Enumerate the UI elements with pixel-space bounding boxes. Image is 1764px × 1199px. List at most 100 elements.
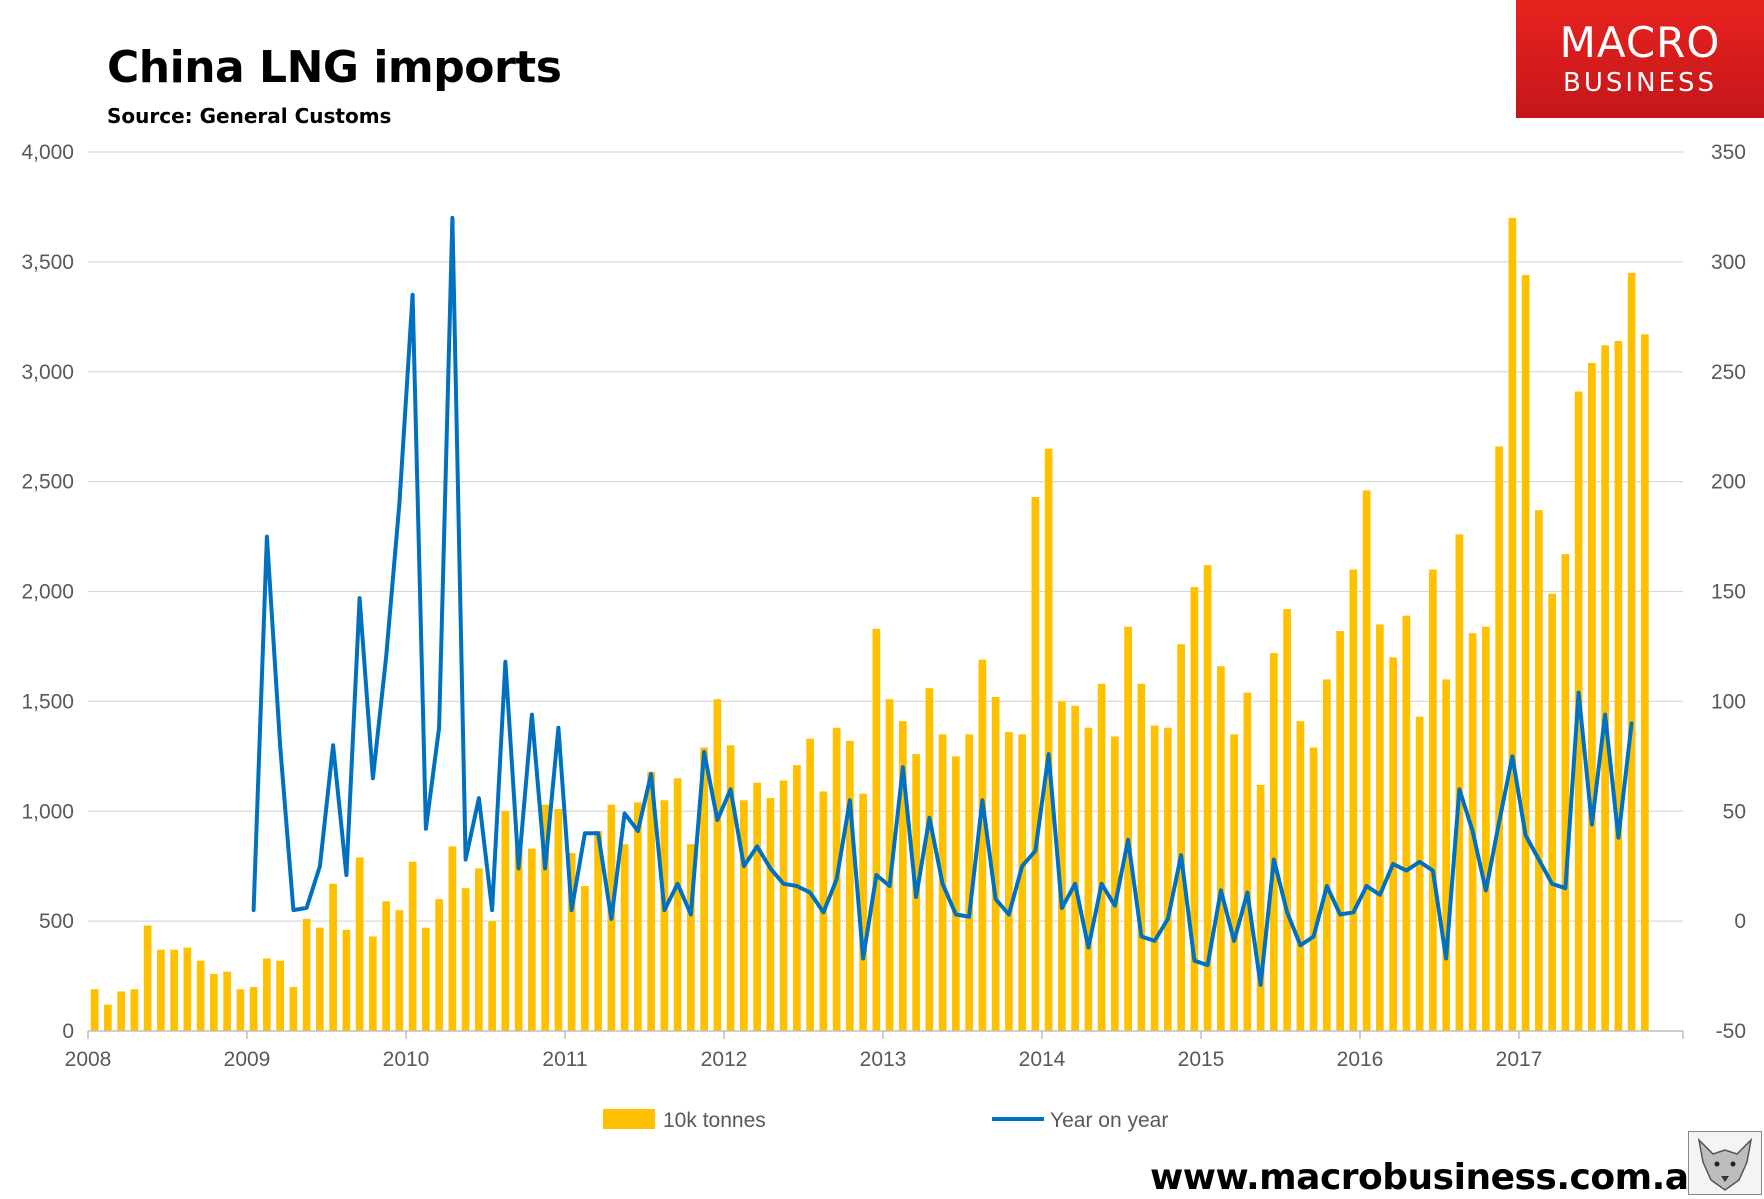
bar xyxy=(1442,679,1450,1031)
bar xyxy=(104,1004,112,1031)
x-axis-ticks xyxy=(87,1031,1684,1039)
bar xyxy=(1097,683,1106,1031)
x-tick-label: 2016 xyxy=(1337,1048,1384,1071)
bar xyxy=(554,809,563,1031)
bar xyxy=(236,989,245,1031)
y-left-tick-label: 2,500 xyxy=(21,471,74,494)
bar xyxy=(1362,490,1371,1031)
bar xyxy=(1203,565,1212,1031)
website-url[interactable]: www.macrobusiness.com.au xyxy=(1150,1157,1714,1198)
bar xyxy=(899,721,907,1031)
bar xyxy=(210,973,218,1031)
bar xyxy=(1429,569,1437,1031)
bar xyxy=(1150,725,1159,1031)
chart-subtitle: Source: General Customs xyxy=(107,104,392,128)
bar xyxy=(779,780,788,1031)
bar xyxy=(952,756,960,1031)
y-right-tick-label: 350 xyxy=(1711,141,1746,164)
bar xyxy=(965,734,973,1031)
bar xyxy=(448,846,457,1031)
bar xyxy=(1190,587,1199,1031)
y-right-tick-label: 250 xyxy=(1711,361,1746,384)
bar xyxy=(395,910,404,1031)
bar xyxy=(647,771,655,1031)
x-tick-label: 2008 xyxy=(65,1048,112,1071)
bar xyxy=(435,899,443,1031)
bar xyxy=(793,765,801,1031)
bar xyxy=(1548,593,1556,1031)
x-tick-label: 2017 xyxy=(1496,1048,1543,1071)
bar xyxy=(1323,679,1331,1031)
y-right-tick-label: 50 xyxy=(1723,800,1746,823)
bar xyxy=(196,960,205,1031)
x-tick-label: 2013 xyxy=(860,1048,907,1071)
bar xyxy=(1031,497,1040,1031)
y-left-tick-label: 3,000 xyxy=(21,361,74,384)
y-left-tick-label: 4,000 xyxy=(21,141,74,164)
bar xyxy=(1641,334,1649,1032)
bar xyxy=(978,659,987,1031)
bar xyxy=(1217,666,1225,1031)
bar xyxy=(1270,653,1278,1031)
bar xyxy=(302,918,311,1031)
x-tick-label: 2012 xyxy=(701,1048,748,1071)
brand-line-2: BUSINESS xyxy=(1563,68,1717,98)
bar xyxy=(475,868,483,1031)
bar xyxy=(1627,272,1636,1031)
bar xyxy=(687,844,695,1031)
bar xyxy=(1164,727,1172,1031)
bar xyxy=(581,885,589,1031)
bar xyxy=(1402,615,1411,1031)
bar xyxy=(117,991,125,1031)
bar xyxy=(1256,784,1265,1031)
bar xyxy=(713,699,722,1031)
y-left-tick-label: 2,000 xyxy=(21,581,74,604)
y-right-tick-label: 0 xyxy=(1734,910,1746,933)
left-axis-labels: 0 500 1,000 1,500 2,000 2,500 3,000 3,500 4,000 xyxy=(21,141,74,1043)
y-right-tick-label: 200 xyxy=(1711,471,1746,494)
bar xyxy=(1044,448,1053,1032)
x-tick-label: 2014 xyxy=(1019,1048,1066,1071)
bar xyxy=(766,798,775,1031)
bar xyxy=(846,740,854,1031)
bar xyxy=(1084,727,1093,1031)
bar xyxy=(1349,569,1358,1031)
bar xyxy=(872,628,881,1031)
bar xyxy=(1177,644,1185,1031)
y-left-tick-label: 1,500 xyxy=(21,690,74,713)
macro-business-logo[interactable]: MACRO BUSINESS xyxy=(1516,0,1764,118)
bar xyxy=(90,989,99,1031)
bar xyxy=(488,921,496,1031)
line-series-year-on-year xyxy=(251,215,1634,987)
bar xyxy=(1521,275,1530,1031)
bar xyxy=(1283,609,1291,1031)
bar xyxy=(382,901,390,1031)
bar xyxy=(1601,345,1609,1031)
bar xyxy=(859,793,867,1031)
bar xyxy=(1535,510,1543,1031)
bar xyxy=(276,960,284,1031)
bar xyxy=(753,782,761,1031)
bar xyxy=(461,888,470,1031)
chart-title: China LNG imports xyxy=(107,42,562,93)
legend-label-bars: 10k tonnes xyxy=(663,1109,766,1132)
bar xyxy=(541,804,549,1031)
bar xyxy=(514,848,523,1031)
bar xyxy=(316,927,324,1031)
bar xyxy=(991,696,1000,1031)
bar xyxy=(528,848,536,1031)
bar xyxy=(183,947,192,1031)
right-axis-labels: -50 0 50 100 150 200 250 300 350 xyxy=(1711,141,1746,1043)
bar xyxy=(289,987,298,1031)
bar xyxy=(1508,217,1517,1032)
y-left-tick-label: 3,500 xyxy=(21,251,74,274)
bar xyxy=(355,857,364,1031)
bar-series-10k-tonnes xyxy=(90,217,1649,1032)
bar xyxy=(1588,362,1596,1032)
bar xyxy=(249,987,258,1031)
bar xyxy=(620,844,629,1031)
x-tick-label: 2010 xyxy=(383,1048,430,1071)
bar xyxy=(342,929,351,1031)
bar xyxy=(1137,683,1146,1031)
bar xyxy=(700,747,708,1031)
